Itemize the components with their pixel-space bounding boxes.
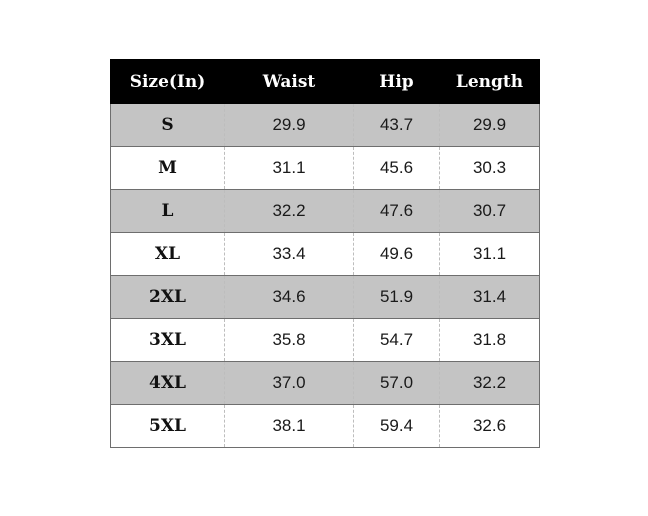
size-cell: XL [110,232,225,276]
hip-cell: 57.0 [353,361,440,405]
table-row: XL 33.4 49.6 31.1 [110,232,540,276]
table-row: 5XL 38.1 59.4 32.6 [110,404,540,448]
size-cell: 2XL [110,275,225,319]
hip-cell: 51.9 [353,275,440,319]
size-cell: 4XL [110,361,225,405]
table-header: Size(In) Waist Hip Length [110,59,540,104]
size-cell: 3XL [110,318,225,362]
waist-cell: 34.6 [224,275,354,319]
table-row: S 29.9 43.7 29.9 [110,103,540,147]
length-cell: 32.6 [439,404,540,448]
length-cell: 31.4 [439,275,540,319]
hip-cell: 43.7 [353,103,440,147]
hip-cell: 54.7 [353,318,440,362]
hip-cell: 47.6 [353,189,440,233]
header-length: Length [439,59,540,104]
size-cell: M [110,146,225,190]
size-cell: S [110,103,225,147]
length-cell: 30.3 [439,146,540,190]
header-row: Size(In) Waist Hip Length [110,59,540,104]
table-row: 4XL 37.0 57.0 32.2 [110,361,540,405]
header-hip: Hip [353,59,440,104]
hip-cell: 49.6 [353,232,440,276]
length-cell: 30.7 [439,189,540,233]
hip-cell: 59.4 [353,404,440,448]
waist-cell: 32.2 [224,189,354,233]
size-chart-table: Size(In) Waist Hip Length S 29.9 43.7 29… [110,59,540,448]
table-row: 2XL 34.6 51.9 31.4 [110,275,540,319]
size-cell: L [110,189,225,233]
length-cell: 32.2 [439,361,540,405]
table-row: M 31.1 45.6 30.3 [110,146,540,190]
header-size: Size(In) [110,59,225,104]
size-cell: 5XL [110,404,225,448]
table-row: L 32.2 47.6 30.7 [110,189,540,233]
waist-cell: 35.8 [224,318,354,362]
table-row: 3XL 35.8 54.7 31.8 [110,318,540,362]
waist-cell: 38.1 [224,404,354,448]
waist-cell: 37.0 [224,361,354,405]
length-cell: 31.8 [439,318,540,362]
header-waist: Waist [224,59,354,104]
table-body: S 29.9 43.7 29.9 M 31.1 45.6 30.3 L 32.2… [110,103,540,448]
length-cell: 29.9 [439,103,540,147]
length-cell: 31.1 [439,232,540,276]
waist-cell: 33.4 [224,232,354,276]
waist-cell: 29.9 [224,103,354,147]
waist-cell: 31.1 [224,146,354,190]
hip-cell: 45.6 [353,146,440,190]
